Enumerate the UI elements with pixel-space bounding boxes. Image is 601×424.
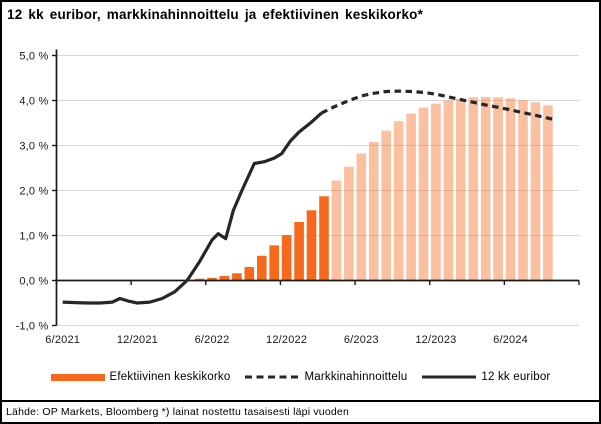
legend-label: Markkinahinnoittelu [304, 371, 408, 383]
svg-text:12/2021: 12/2021 [117, 334, 158, 346]
svg-text:-1,0 %: -1,0 % [16, 321, 49, 333]
svg-text:6/2024: 6/2024 [493, 334, 528, 346]
svg-text:6/2021: 6/2021 [45, 334, 80, 346]
legend-item-effective-rate: Efektiivinen keskikorko [50, 371, 231, 383]
svg-text:6/2023: 6/2023 [344, 334, 379, 346]
legend-label: 12 kk euribor [481, 371, 551, 383]
svg-text:2,0 %: 2,0 % [19, 186, 48, 198]
chart-title: 12 kk euribor, markkinahinnoittelu ja ef… [7, 7, 424, 22]
svg-text:3,0 %: 3,0 % [19, 141, 48, 153]
legend-item-market-pricing: Markkinahinnoittelu [245, 371, 407, 383]
svg-text:4,0 %: 4,0 % [19, 96, 48, 108]
svg-text:0,0 %: 0,0 % [19, 276, 48, 288]
source-footnote: Lähde: OP Markets, Bloomberg *) lainat n… [2, 400, 599, 422]
svg-text:12/2023: 12/2023 [415, 334, 456, 346]
chart-canvas: 5,0 %4,0 %3,0 %2,0 %1,0 %0,0 %-1,0 %6/20… [16, 49, 580, 346]
svg-text:5,0 %: 5,0 % [19, 51, 48, 63]
svg-text:6/2022: 6/2022 [195, 334, 230, 346]
legend: Efektiivinen keskikorko Markkinahinnoitt… [2, 365, 599, 389]
legend-label: Efektiivinen keskikorko [109, 371, 231, 383]
svg-text:12/2022: 12/2022 [266, 334, 307, 346]
orange-bar-swatch-icon [50, 373, 105, 381]
dashed-line-swatch-icon [245, 375, 300, 379]
svg-text:1,0 %: 1,0 % [19, 231, 48, 243]
legend-item-euribor: 12 kk euribor [422, 371, 550, 383]
solid-line-swatch-icon [422, 375, 477, 379]
